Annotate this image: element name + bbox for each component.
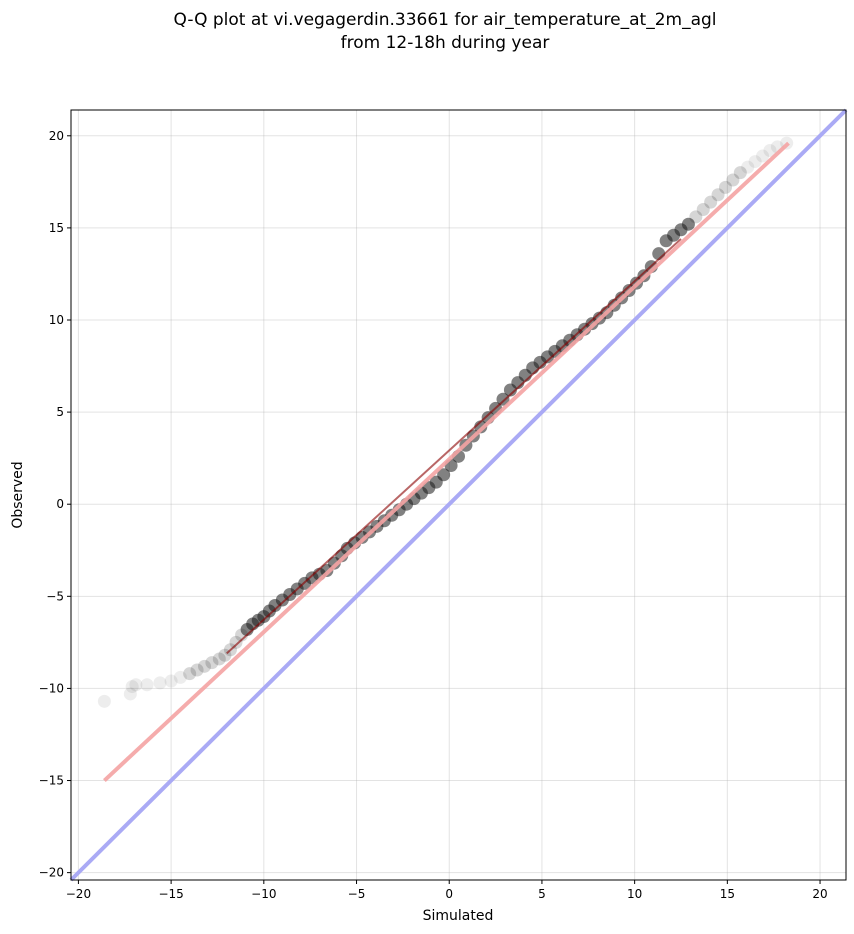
quantile-point — [140, 678, 154, 692]
x-tick-label: 0 — [445, 887, 453, 901]
chart-title: Q-Q plot at vi.vegagerdin.33661 for air_… — [173, 10, 716, 30]
y-tick-label: −15 — [39, 774, 64, 788]
quantile-point — [164, 674, 178, 688]
fit-line-group — [103, 141, 790, 782]
fit-line-core — [226, 238, 682, 655]
quantile-points — [97, 136, 794, 708]
quantile-point — [229, 635, 243, 649]
y-tick-label: 5 — [56, 405, 64, 419]
quantile-point — [129, 678, 143, 692]
quantile-point — [748, 155, 762, 169]
quantile-point — [437, 468, 451, 482]
quantile-point — [205, 656, 219, 670]
fit-line — [103, 141, 790, 782]
quantile-point — [97, 694, 111, 708]
y-tick-label: −10 — [39, 681, 64, 695]
x-tick-label: 10 — [627, 887, 642, 901]
quantile-point — [756, 149, 770, 163]
y-axis-ticks: −20 −15 −10 −5 0 5 10 15 20 — [39, 129, 71, 880]
quantile-point — [711, 188, 725, 202]
x-tick-label: −5 — [348, 887, 366, 901]
quantile-point — [496, 392, 510, 406]
quantile-point — [190, 663, 204, 677]
chart-subtitle: from 12-18h during year — [341, 33, 550, 53]
x-axis-ticks: −20 −15 −10 −5 0 5 10 15 20 — [66, 880, 828, 901]
x-axis-label: Simulated — [423, 908, 494, 924]
quantile-point — [197, 659, 211, 673]
quantile-point — [681, 217, 695, 231]
quantile-point — [696, 202, 710, 216]
x-tick-label: −20 — [66, 887, 91, 901]
quantile-point — [125, 680, 139, 694]
quantile-point — [173, 670, 187, 684]
quantile-point — [726, 173, 740, 187]
y-tick-label: 0 — [56, 497, 64, 511]
x-tick-label: 5 — [538, 887, 546, 901]
quantile-point — [704, 195, 718, 209]
quantile-point — [733, 166, 747, 180]
quantile-point — [123, 687, 137, 701]
y-axis-label: Observed — [10, 461, 26, 528]
identity-line-group — [69, 108, 848, 882]
y-tick-label: 10 — [49, 313, 64, 327]
y-tick-label: −5 — [46, 589, 64, 603]
identity-line — [69, 108, 848, 882]
y-tick-label: 15 — [49, 221, 64, 235]
quantile-point — [741, 160, 755, 174]
quantile-point — [183, 667, 197, 681]
y-tick-label: −20 — [39, 866, 64, 880]
plot-frame — [70, 109, 847, 881]
quantile-point — [718, 180, 732, 194]
y-tick-label: 20 — [49, 129, 64, 143]
x-tick-label: 20 — [812, 887, 827, 901]
grid — [71, 110, 846, 880]
quantile-point — [212, 652, 226, 666]
quantile-point — [763, 144, 777, 158]
x-tick-label: −10 — [251, 887, 276, 901]
x-tick-label: −15 — [158, 887, 183, 901]
quantile-point — [689, 210, 703, 224]
quantile-point — [153, 676, 167, 690]
x-tick-label: 15 — [720, 887, 735, 901]
